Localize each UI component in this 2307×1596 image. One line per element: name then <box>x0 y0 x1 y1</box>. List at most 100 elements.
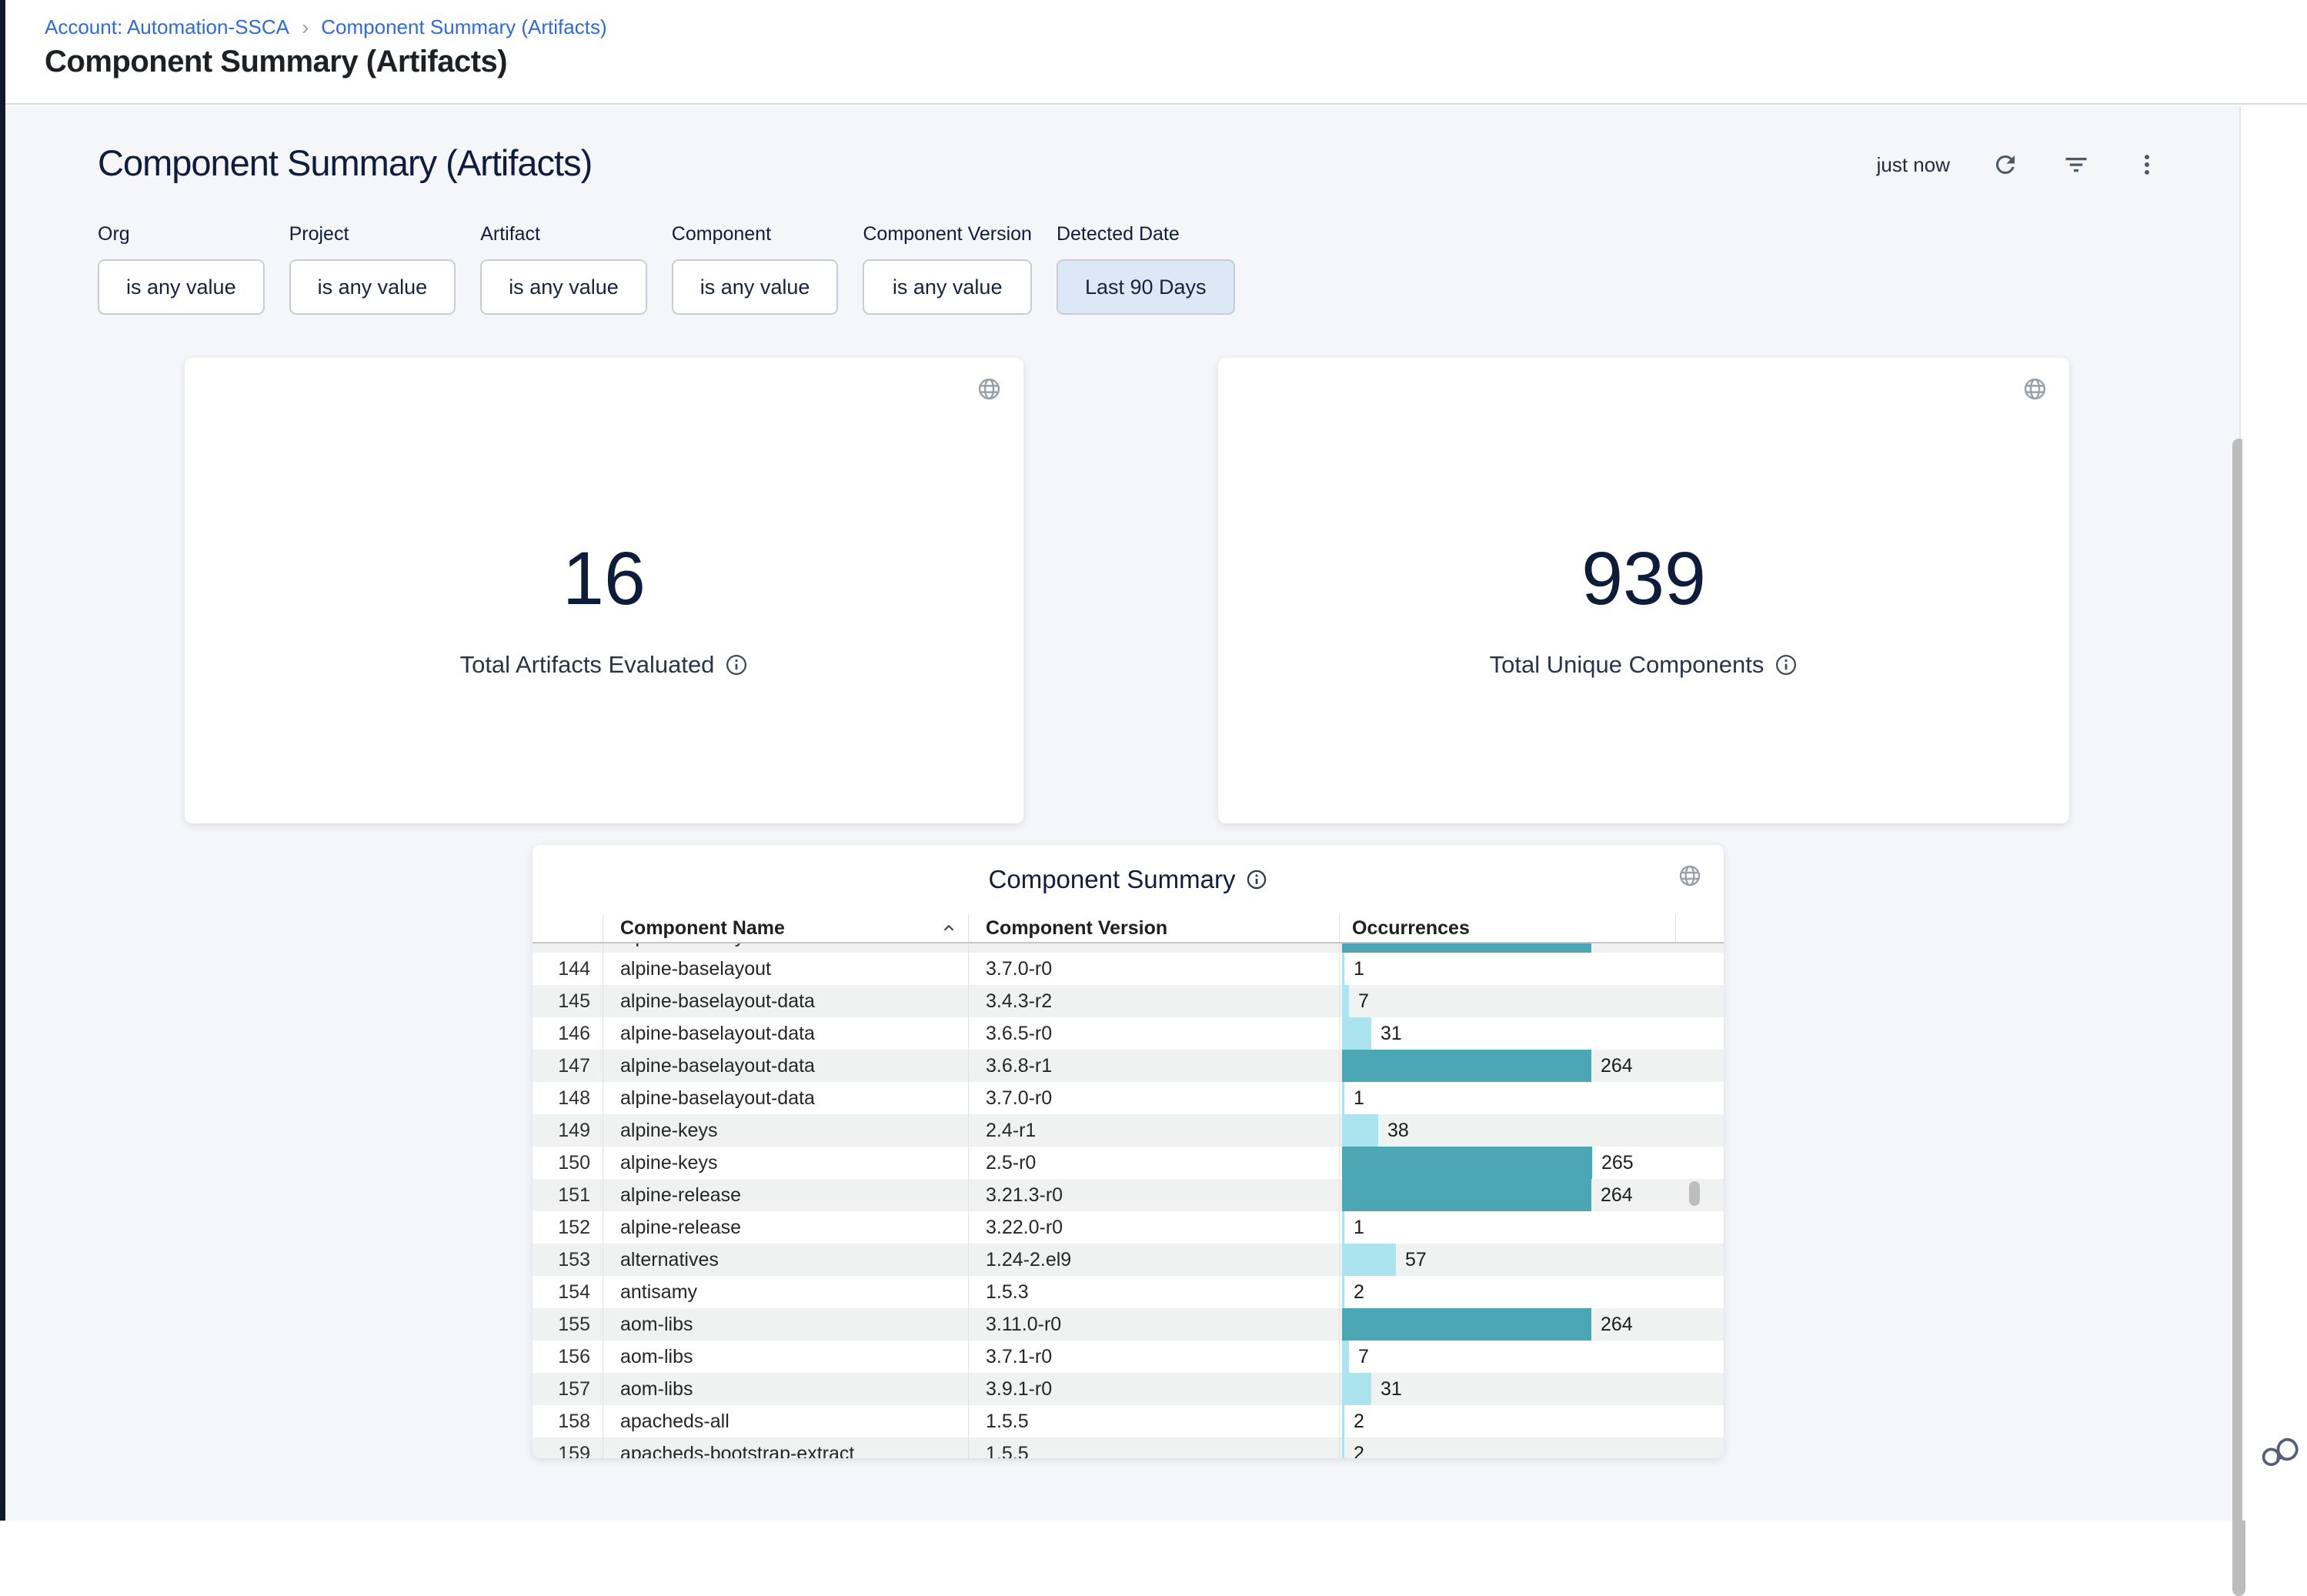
occurrences-cell: 264 <box>1339 1308 1675 1341</box>
occurrence-value: 57 <box>1405 1249 1427 1271</box>
occurrence-value: 2 <box>1354 1443 1364 1459</box>
filter-value-button[interactable]: is any value <box>98 259 265 315</box>
component-name-cell: alpine-baselayout-data <box>603 1050 968 1082</box>
occurrences-cell: 7 <box>1339 1341 1675 1373</box>
column-header-label: Occurrences <box>1352 917 1470 940</box>
occurrences-cell: 1 <box>1339 1211 1675 1244</box>
filter-value-button[interactable]: is any value <box>480 259 647 315</box>
filter-icon[interactable] <box>2061 149 2092 180</box>
occurrence-bar <box>1342 1437 1344 1458</box>
component-name-cell: alpine-baselayout-data <box>603 1082 968 1114</box>
total-artifacts-card: 16 Total Artifacts Evaluated <box>185 358 1023 823</box>
occurrences-cell: 264 <box>1339 1179 1675 1211</box>
dashboard-controls: just now <box>1877 149 2162 180</box>
column-header-component-version[interactable]: Component Version <box>968 914 1339 942</box>
right-gutter <box>2242 106 2307 1521</box>
row-index: 150 <box>533 1147 603 1179</box>
row-index: 146 <box>533 1017 603 1050</box>
filter-value-button[interactable]: is any value <box>672 259 839 315</box>
component-name-cell: aom-libs <box>603 1373 968 1405</box>
filter-value-button[interactable]: Last 90 Days <box>1057 259 1235 315</box>
column-header-label: Component Name <box>620 917 785 940</box>
row-index: 149 <box>533 1114 603 1147</box>
occurrences-cell: 2 <box>1339 1276 1675 1308</box>
refresh-status: just now <box>1877 153 1950 177</box>
occurrences-cell: 38 <box>1339 1114 1675 1147</box>
filter-value-button[interactable]: is any value <box>289 259 456 315</box>
occurrence-value: 264 <box>1601 1314 1633 1336</box>
breadcrumb-separator-icon: › <box>302 17 309 38</box>
occurrence-value: 31 <box>1381 1023 1402 1045</box>
page-header: Account: Automation-SSCA › Component Sum… <box>5 0 2307 105</box>
breadcrumb: Account: Automation-SSCA › Component Sum… <box>45 15 607 39</box>
component-name-cell: alpine-keys <box>603 1147 968 1179</box>
component-version-cell: 3.7.0-r0 <box>968 953 1339 985</box>
component-version-cell: 2.4-r1 <box>968 1114 1339 1147</box>
component-name-cell: apacheds-bootstrap-extract <box>603 1437 968 1458</box>
occurrences-cell: 265 <box>1339 1147 1675 1179</box>
support-chat-icon[interactable] <box>2258 1428 2301 1471</box>
occurrence-bar <box>1342 985 1349 1017</box>
component-name-cell: alpine-release <box>603 1211 968 1244</box>
table-viewport[interactable]: 143alpine-baselayout3.6.8-r1264144alpine… <box>533 943 1724 1458</box>
component-version-cell: 3.6.5-r0 <box>968 1017 1339 1050</box>
occurrence-bar <box>1342 1179 1591 1211</box>
component-version-cell: 1.5.5 <box>968 1437 1339 1458</box>
dashboard-area: Component Summary (Artifacts) just now O… <box>5 106 2241 1521</box>
component-name-cell: alpine-baselayout <box>603 943 968 953</box>
filter-label: Artifact <box>480 223 647 245</box>
table-scrollbar-thumb[interactable] <box>1689 1181 1700 1206</box>
occurrences-cell: 31 <box>1339 1017 1675 1050</box>
kebab-menu-icon[interactable] <box>2132 149 2162 180</box>
component-name-cell: alpine-baselayout <box>603 953 968 985</box>
occurrence-value: 31 <box>1381 1378 1402 1401</box>
breadcrumb-account-link[interactable]: Account: Automation-SSCA <box>45 15 289 39</box>
component-version-cell: 3.21.3-r0 <box>968 1179 1339 1211</box>
component-name-cell: antisamy <box>603 1276 968 1308</box>
column-header-label: Component Version <box>986 917 1167 940</box>
component-summary-card: Component Summary Component Name Compone… <box>533 845 1724 1458</box>
component-name-cell: aom-libs <box>603 1341 968 1373</box>
filter-label: Component <box>672 223 839 245</box>
row-index: 153 <box>533 1244 603 1276</box>
row-index: 143 <box>533 943 603 953</box>
row-index: 156 <box>533 1341 603 1373</box>
component-name-cell: alpine-baselayout-data <box>603 985 968 1017</box>
occurrence-bar <box>1342 953 1344 985</box>
filter-component: Component is any value <box>672 223 839 315</box>
filter-label: Detected Date <box>1057 223 1235 245</box>
row-index: 144 <box>533 953 603 985</box>
occurrence-value: 265 <box>1601 1152 1634 1174</box>
column-header-occurrences[interactable]: Occurrences <box>1339 914 1675 942</box>
occurrence-value: 2 <box>1354 1281 1364 1304</box>
component-version-cell: 3.22.0-r0 <box>968 1211 1339 1244</box>
breadcrumb-current-link[interactable]: Component Summary (Artifacts) <box>321 15 606 39</box>
table-header-row: Component Name Component Version Occurre… <box>533 914 1724 943</box>
occurrences-cell: 57 <box>1339 1244 1675 1276</box>
nav-sidebar-edge <box>0 0 5 1521</box>
occurrence-value: 2 <box>1354 1411 1364 1433</box>
stat-value: 939 <box>1581 541 1706 616</box>
component-name-cell: apacheds-all <box>603 1405 968 1437</box>
component-version-cell: 3.4.3-r2 <box>968 985 1339 1017</box>
filter-value-button[interactable]: is any value <box>863 259 1032 315</box>
refresh-icon[interactable] <box>1990 149 2021 180</box>
column-header-component-name[interactable]: Component Name <box>603 914 968 942</box>
stat-label: Total Unique Components <box>1490 651 1764 679</box>
row-index: 158 <box>533 1405 603 1437</box>
component-version-cell: 1.5.5 <box>968 1405 1339 1437</box>
header-gutter <box>1675 914 1724 942</box>
occurrence-bar <box>1342 1276 1344 1308</box>
occurrence-bar <box>1342 1211 1344 1244</box>
occurrence-bar <box>1342 1050 1591 1082</box>
component-name-cell: alpine-baselayout-data <box>603 1017 968 1050</box>
row-index: 159 <box>533 1437 603 1458</box>
